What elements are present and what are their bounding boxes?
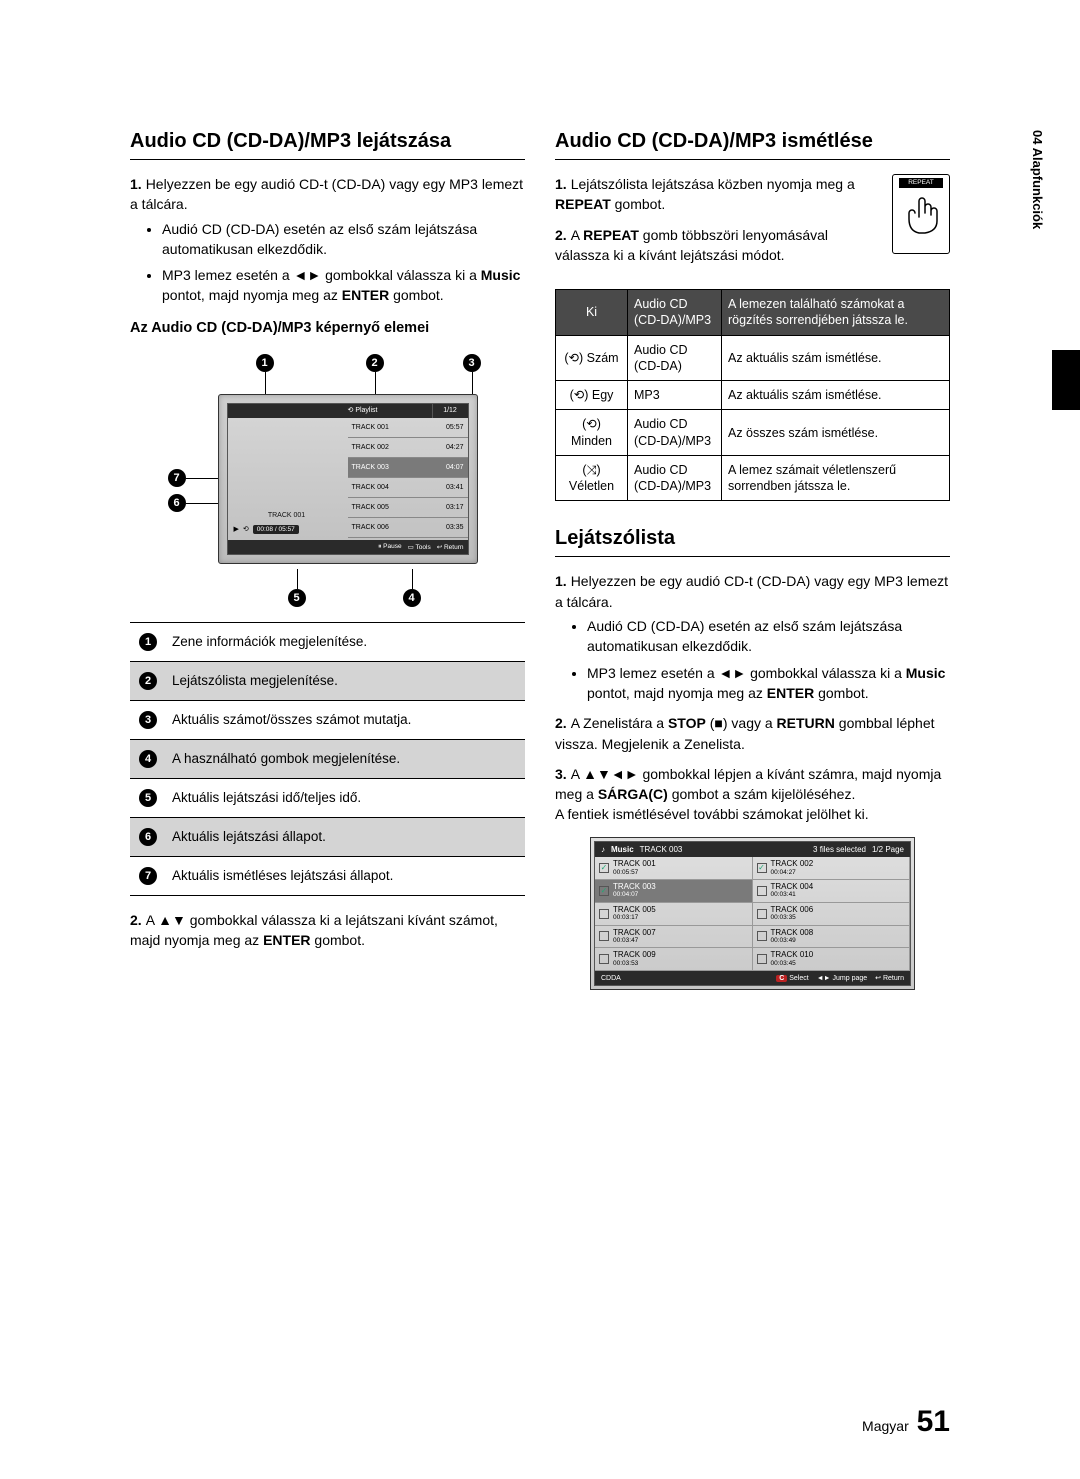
playlist-row: TRACK 00603:35 (348, 518, 468, 538)
browser-selected-count: 3 files selected (813, 845, 866, 854)
browser-cell: TRACK 00400:03:41 (753, 880, 911, 903)
play-icon: ▶ (234, 525, 239, 533)
right-column: Audio CD (CD-DA)/MP3 ismétlése 1.Lejátsz… (555, 130, 950, 990)
page-footer: Magyar 51 (862, 1405, 950, 1439)
browser-footer: CDDA C Select ◄► Jump page ↩ Return (595, 971, 910, 985)
time-display: 00:08 / 05:57 (253, 525, 299, 534)
callout-2: 2 (366, 354, 384, 372)
callout-6: 6 (168, 494, 186, 512)
repeat-row: (⤨) VéletlenAudio CD (CD-DA)/MP3A lemez … (556, 455, 950, 501)
playlist-row: TRACK 00403:41 (348, 478, 468, 498)
callout-3: 3 (463, 354, 481, 372)
browser-title: Music (611, 845, 634, 854)
browser-cell: ✓TRACK 00100:05:57 (595, 857, 753, 880)
playlist-row: TRACK 00204:27 (348, 438, 468, 458)
repeat-step-1: 1.Lejátszólista lejátszása közben nyomja… (555, 174, 882, 215)
pl-step-3: 3.A ▲▼◄► gombokkal lépjen a kívánt számr… (555, 764, 950, 825)
browser-cell: TRACK 00800:03:49 (753, 926, 911, 949)
callout-1: 1 (256, 354, 274, 372)
screen-elements-subhead: Az Audio CD (CD-DA)/MP3 képernyő elemei (130, 320, 525, 336)
browser-cdda-label: CDDA (601, 975, 621, 982)
repeat-row: KiAudio CD (CD-DA)/MP3A lemezen találhat… (556, 290, 950, 336)
legend-row: 3Aktuális számot/összes számot mutatja. (130, 700, 525, 739)
step-1-bullet-1: Audió CD (CD-DA) esetén az első szám lej… (162, 219, 525, 260)
step-1-text: Helyezzen be egy audió CD-t (CD-DA) vagy… (130, 176, 523, 212)
step-1: 1.Helyezzen be egy audió CD-t (CD-DA) va… (130, 174, 525, 306)
playlist-row: TRACK 00503:17 (348, 498, 468, 518)
browser-cell: TRACK 01000:03:45 (753, 948, 911, 971)
repeat-mode-icon: ⟲ (243, 525, 249, 533)
repeat-mode-table: KiAudio CD (CD-DA)/MP3A lemezen találhat… (555, 289, 950, 501)
music-browser: ♪ Music TRACK 003 3 files selected 1/2 P… (590, 837, 915, 991)
playlist-row: TRACK 00105:57 (348, 418, 468, 438)
section-title-playback: Audio CD (CD-DA)/MP3 lejátszása (130, 130, 525, 160)
player-footer: ⏸ Pause ▭ Tools ↩ Return (228, 540, 468, 554)
browser-header: ♪ Music TRACK 003 3 files selected 1/2 P… (595, 842, 910, 857)
legend-row: 5Aktuális lejátszási idő/teljes idő. (130, 778, 525, 817)
pl-step-1: 1.Helyezzen be egy audió CD-t (CD-DA) va… (555, 571, 950, 703)
page-content: Audio CD (CD-DA)/MP3 lejátszása 1.Helyez… (130, 130, 950, 990)
section-title-playlist: Lejátszólista (555, 527, 950, 557)
legend-row: 4A használható gombok megjelenítése. (130, 739, 525, 778)
callout-5: 5 (288, 589, 306, 607)
hand-press-icon (905, 197, 941, 243)
footer-language: Magyar (862, 1418, 909, 1434)
legend-row: 6Aktuális lejátszási állapot. (130, 817, 525, 856)
remote-label: REPEAT (893, 179, 949, 186)
remote-repeat-button-illustration: REPEAT (892, 174, 950, 254)
side-tab: 04 Alapfunkciók (1030, 130, 1045, 229)
player-diagram: 1 2 3 7 6 5 4 ⟲ Playlist 1/12 TRACK 001 (168, 354, 488, 614)
callout-7: 7 (168, 469, 186, 487)
step-2: 2.A ▲▼ gombokkal válassza ki a lejátszan… (130, 910, 525, 951)
footer-page-number: 51 (917, 1405, 950, 1438)
pl-step-2: 2.A Zenelistára a STOP (■) vagy a RETURN… (555, 713, 950, 754)
callout-4: 4 (403, 589, 421, 607)
playlist-tracks: TRACK 00105:57TRACK 00204:27TRACK 00304:… (348, 418, 468, 540)
browser-page-indicator: 1/2 Page (872, 845, 904, 854)
repeat-step-2: 2.A REPEAT gomb többszöri lenyomásával v… (555, 225, 882, 266)
pl-step-1-bullet-1: Audió CD (CD-DA) esetén az első szám lej… (587, 616, 950, 657)
legend-row: 7Aktuális ismétléses lejátszási állapot. (130, 856, 525, 895)
playlist-label: Playlist (355, 407, 377, 414)
section-title-repeat: Audio CD (CD-DA)/MP3 ismétlése (555, 130, 950, 160)
step-1-bullet-2: MP3 lemez esetén a ◄► gombokkal válassza… (162, 265, 525, 306)
browser-cell: TRACK 00700:03:47 (595, 926, 753, 949)
track-count: 1/12 (432, 404, 468, 418)
repeat-row: (⟲) SzámAudio CD (CD-DA)Az aktuális szám… (556, 335, 950, 381)
browser-cell: ✓TRACK 00200:04:27 (753, 857, 911, 880)
legend-row: 1Zene információk megjelenítése. (130, 622, 525, 661)
music-icon: ♪ (601, 845, 605, 854)
browser-cell: TRACK 00600:03:35 (753, 903, 911, 926)
left-column: Audio CD (CD-DA)/MP3 lejátszása 1.Helyez… (130, 130, 525, 990)
browser-current-track: TRACK 003 (640, 845, 683, 854)
browser-grid: ✓TRACK 00100:05:57✓TRACK 00200:04:27✓TRA… (595, 857, 910, 972)
repeat-row: (⟲) MindenAudio CD (CD-DA)/MP3Az összes … (556, 410, 950, 456)
pl-step-1-bullet-2: MP3 lemez esetén a ◄► gombokkal válassza… (587, 663, 950, 704)
legend-table: 1Zene információk megjelenítése.2Lejátsz… (130, 622, 525, 896)
player-controls-row: ▶ ⟲ 00:08 / 05:57 (234, 525, 340, 534)
browser-cell: TRACK 00500:03:17 (595, 903, 753, 926)
legend-row: 2Lejátszólista megjelenítése. (130, 661, 525, 700)
current-track-info: TRACK 001 (234, 512, 340, 519)
repeat-row: (⟲) EgyMP3Az aktuális szám ismétlése. (556, 381, 950, 410)
browser-cell: ✓TRACK 00300:04:07 (595, 880, 753, 903)
browser-cell: TRACK 00900:03:53 (595, 948, 753, 971)
thumb-index-marker (1052, 350, 1080, 410)
playlist-row: TRACK 00304:07 (348, 458, 468, 478)
